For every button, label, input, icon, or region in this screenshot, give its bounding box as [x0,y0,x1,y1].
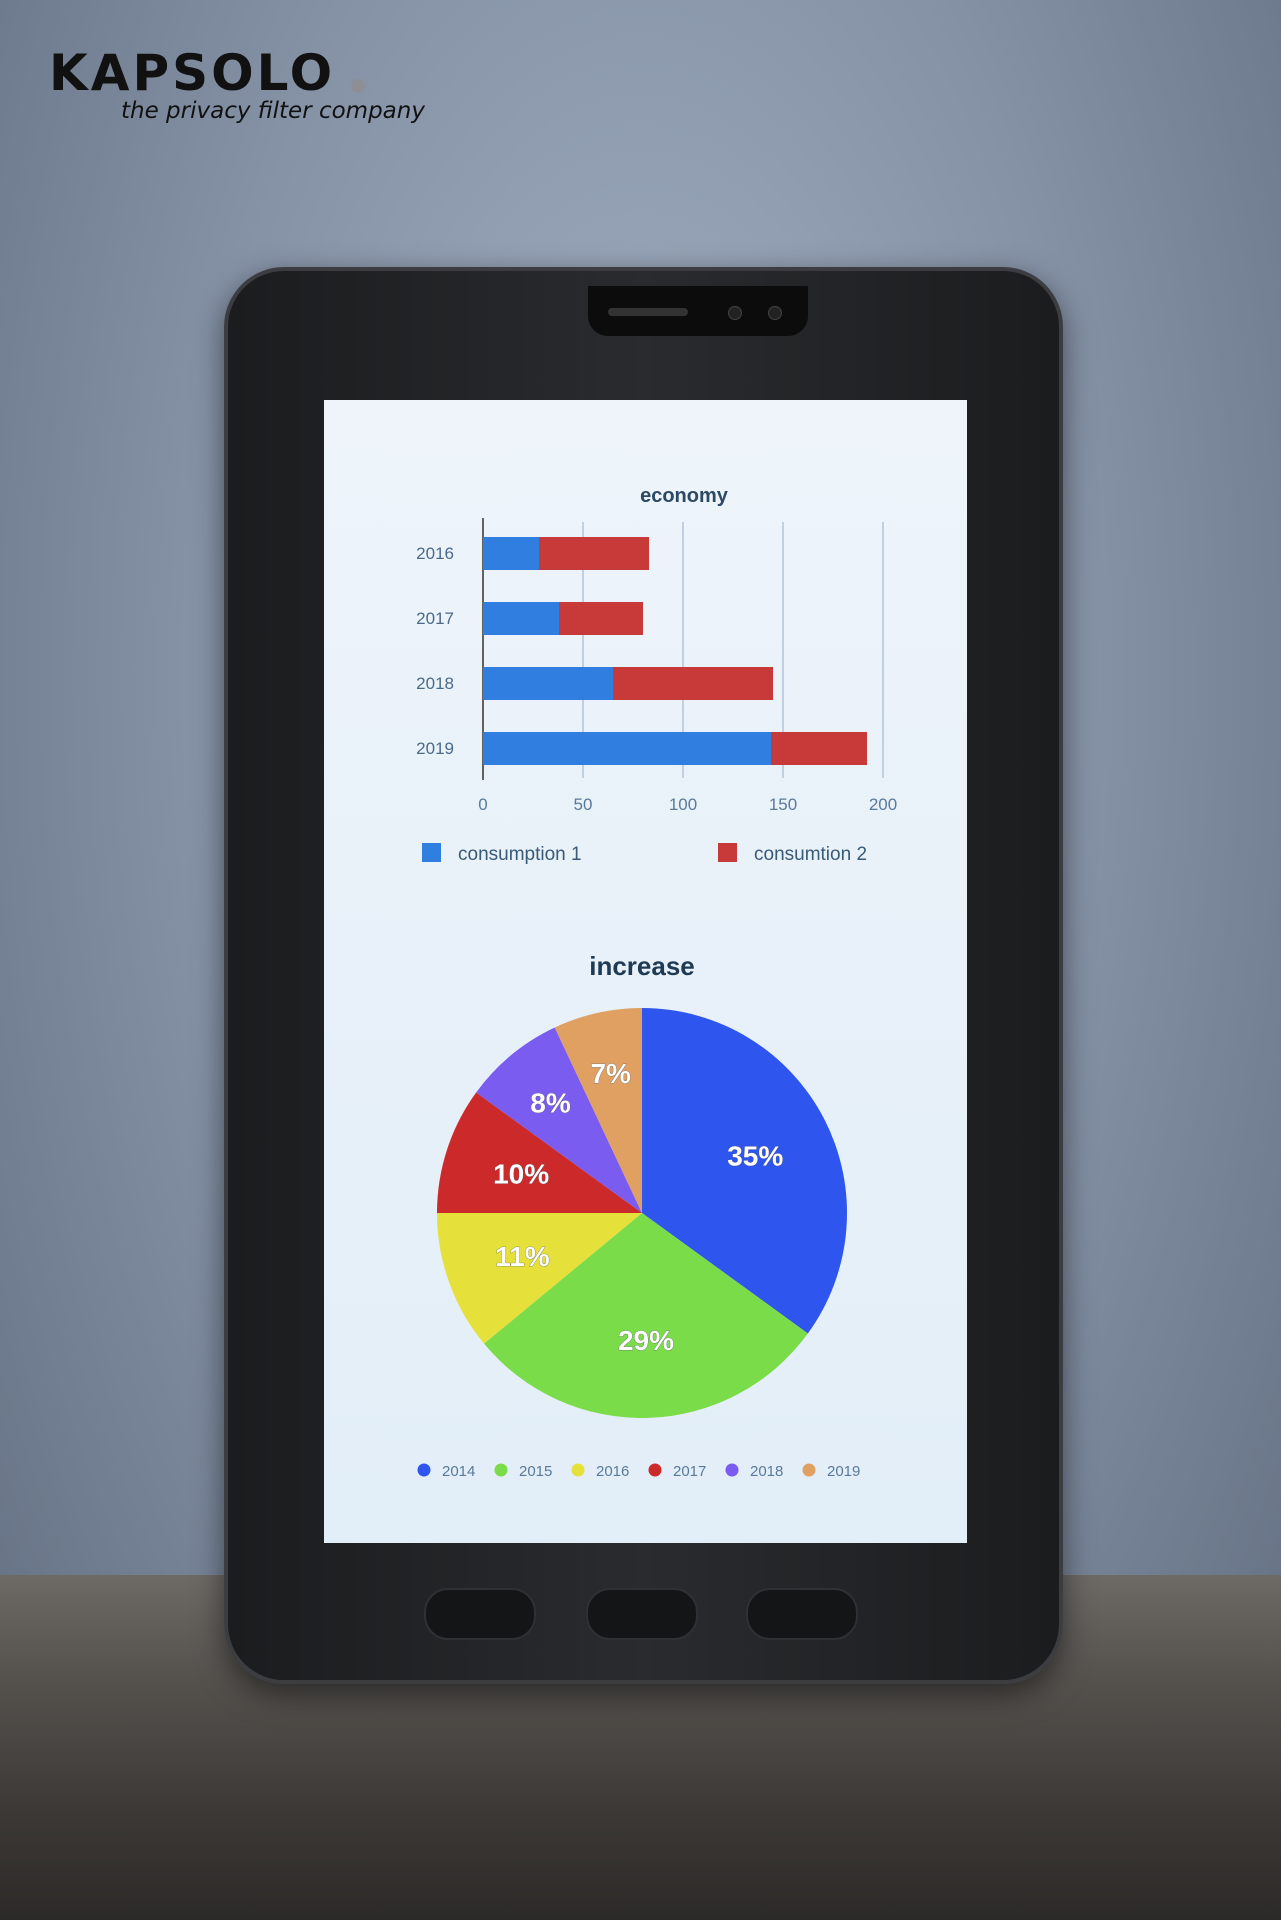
legend-dot [725,1463,739,1477]
pie-slice-label: 29% [618,1325,674,1356]
bar-2016-series-1 [483,537,539,570]
x-tick-label: 150 [769,795,797,814]
legend-label: 2019 [827,1463,860,1480]
pie-chart-title: increase [589,951,695,981]
pie-slice-label: 7% [590,1058,631,1089]
legend-swatch [422,843,441,862]
legend-swatch [718,843,737,862]
pie-slice-label: 11% [495,1241,550,1272]
legend-dot [648,1463,662,1477]
legend-label: 2016 [596,1463,629,1480]
logo-tagline: the privacy filter company [121,98,425,124]
legend-label: consumtion 2 [754,844,867,865]
sensor-icon [728,306,742,320]
logo: KAPSOLO the privacy filter company [49,44,425,124]
legend-label: 2015 [519,1463,552,1480]
pie-slice-label: 10% [493,1159,549,1190]
pie-slice-2014 [642,1008,847,1334]
legend-label: 2018 [750,1463,783,1480]
bar-2018-series-2 [613,667,773,700]
bar-2018-series-1 [483,667,613,700]
legend-dot [802,1463,816,1477]
bar-2019-series-2 [771,732,867,765]
back-button[interactable] [746,1588,858,1640]
y-tick-label: 2016 [416,544,454,563]
legend-label: consumption 1 [458,844,582,865]
legend-dot [494,1463,508,1477]
pie-slice-2016 [437,1213,642,1344]
legend-label: 2014 [442,1463,475,1480]
x-tick-label: 0 [478,795,487,814]
x-tick-label: 100 [669,795,697,814]
pie-slice-2018 [476,1027,642,1213]
legend-label: 2017 [673,1463,706,1480]
logo-dot [351,78,366,93]
speaker-grille [608,308,688,316]
bar-2019-series-1 [483,732,771,765]
x-tick-label: 200 [869,795,897,814]
legend-dot [417,1463,431,1477]
legend-dot [571,1463,585,1477]
camera-icon [768,306,782,320]
y-tick-label: 2019 [416,739,454,758]
y-tick-label: 2018 [416,674,454,693]
home-button[interactable] [586,1588,698,1640]
bar-chart-title: economy [640,485,729,507]
y-tick-label: 2017 [416,609,454,628]
pie-slice-label: 35% [727,1140,783,1171]
pie-slice-2015 [484,1213,808,1418]
pie-slice-2017 [437,1092,642,1213]
bar-2017-series-2 [559,602,643,635]
logo-brand: KAPSOLO [49,44,336,102]
x-tick-label: 50 [574,795,593,814]
bar-2016-series-2 [539,537,649,570]
pie-slice-label: 8% [530,1087,571,1118]
bar-2017-series-1 [483,602,559,635]
pie-slice-2019 [554,1008,642,1213]
recent-apps-button[interactable] [424,1588,536,1640]
